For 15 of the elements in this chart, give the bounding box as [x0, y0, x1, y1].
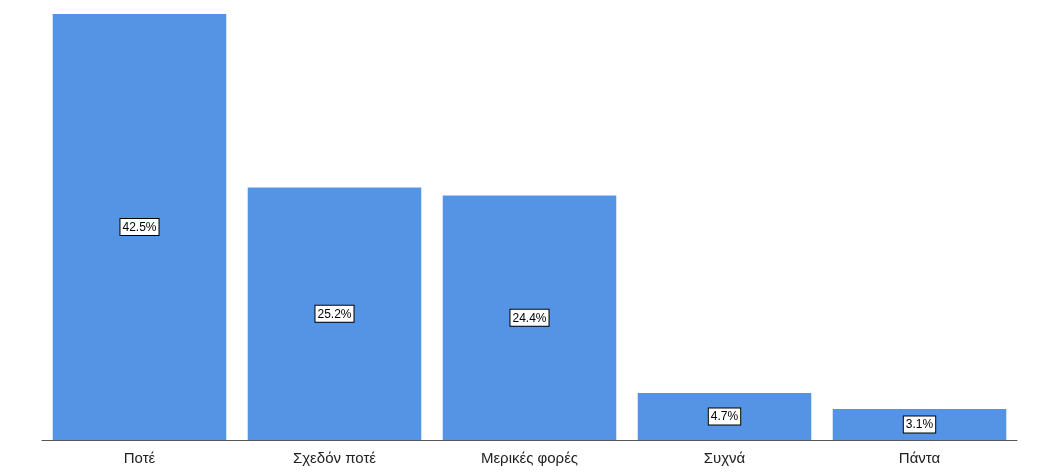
data-label: 42.5% — [122, 220, 157, 234]
x-tick-label: Μερικές φορές — [480, 449, 579, 466]
bar — [637, 392, 812, 440]
bar — [52, 14, 227, 440]
bar — [442, 195, 617, 440]
data-label: 25.2% — [317, 306, 352, 321]
bar — [247, 187, 422, 440]
data-label: 4.7% — [710, 409, 739, 424]
data-label: 24.4% — [512, 310, 547, 325]
bar — [832, 408, 1007, 440]
x-tick-label: Πάντα — [898, 449, 941, 466]
x-tick-label: Ποτέ — [123, 449, 156, 466]
x-tick-label: Σχεδόν ποτέ — [292, 449, 377, 466]
x-tick-label: Συχνά — [703, 449, 746, 466]
data-label: 3.1% — [905, 417, 934, 432]
